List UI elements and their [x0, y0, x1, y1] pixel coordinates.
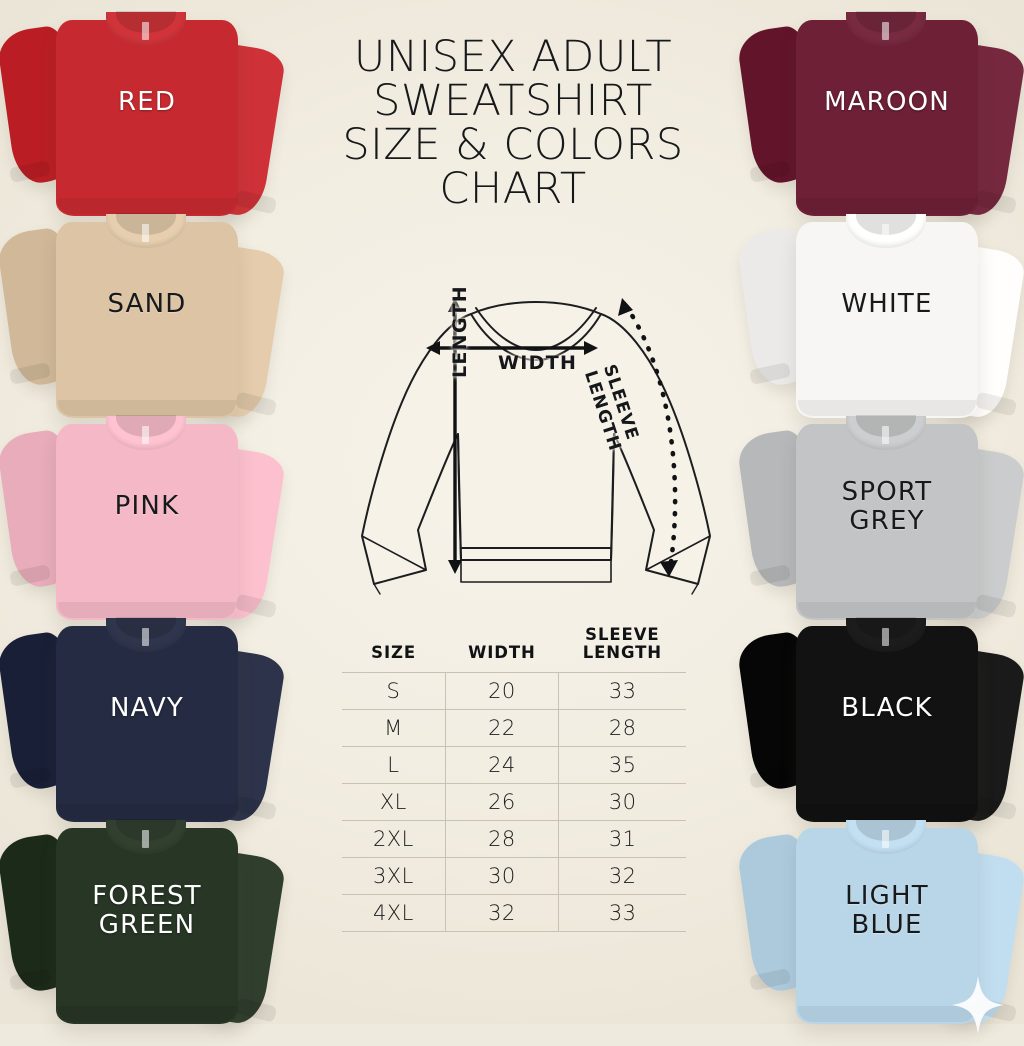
hem — [798, 198, 976, 214]
brand-tag — [882, 426, 889, 444]
hem — [798, 804, 976, 820]
table-cell-size: M — [342, 708, 446, 747]
color-name-label: LIGHT BLUE — [845, 881, 929, 941]
sleeve-length-arrow — [618, 298, 678, 577]
garment-body — [796, 424, 978, 620]
table-cell-width: 32 — [445, 893, 560, 932]
table-cell-size: XL — [342, 782, 446, 821]
table-row: S 20 33 — [342, 671, 686, 710]
table-cell-size: 4XL — [342, 893, 446, 932]
color-name-label: PINK — [114, 491, 180, 521]
table-row: XL 26 30 — [342, 782, 686, 821]
brand-tag — [142, 22, 149, 40]
brand-tag — [882, 628, 889, 646]
color-name-label: MAROON — [824, 87, 950, 117]
hem — [798, 602, 976, 618]
table-cell-width: 24 — [445, 745, 560, 784]
table-cell-sleeve-length: 31 — [558, 819, 686, 858]
garment-body — [796, 20, 978, 216]
garment-body — [796, 626, 978, 822]
table-cell-width: 28 — [445, 819, 560, 858]
color-swatch-black[interactable]: BLACK — [734, 608, 1024, 844]
hem — [58, 804, 236, 820]
color-swatch-white[interactable]: WHITE — [734, 204, 1024, 440]
garment-body — [796, 222, 978, 418]
garment-body — [56, 424, 238, 620]
color-name-label: WHITE — [841, 289, 933, 319]
color-swatch-sport-grey[interactable]: SPORT GREY — [734, 406, 1024, 642]
width-arrow — [426, 341, 598, 355]
hem — [798, 400, 976, 416]
table-cell-sleeve-length: 32 — [558, 856, 686, 895]
color-name-label: RED — [117, 87, 177, 117]
table-cell-sleeve-length: 33 — [558, 893, 686, 932]
color-swatch-forest-green[interactable]: FOREST GREEN — [0, 810, 290, 1046]
garment-body — [56, 626, 238, 822]
table-row: 2XL 28 31 — [342, 819, 686, 858]
brand-tag — [882, 22, 889, 40]
brand-tag — [142, 628, 149, 646]
table-row: L 24 35 — [342, 745, 686, 784]
brand-tag — [142, 224, 149, 242]
table-row: M 22 28 — [342, 708, 686, 747]
color-name-label: BLACK — [841, 693, 933, 723]
table-body: S 20 33 M 22 28 L 24 35 XL 26 30 2XL 28 31 3XL 30 32 4XL 32… — [342, 671, 686, 932]
color-swatch-red[interactable]: RED — [0, 2, 290, 238]
table-header-row: SIZE WIDTH SLEEVE LENGTH — [342, 622, 686, 672]
table-cell-sleeve-length: 30 — [558, 782, 686, 821]
table-cell-sleeve-length: 35 — [558, 745, 686, 784]
width-label: WIDTH — [498, 352, 578, 374]
length-arrow — [448, 298, 462, 574]
color-name-label: FOREST GREEN — [92, 881, 202, 941]
page-title: UNISEX ADULT SWEATSHIRT SIZE & COLORS CHART — [288, 32, 738, 214]
sparkle-icon — [952, 976, 1004, 1034]
color-name-label: NAVY — [109, 693, 185, 723]
page-title-line-1: UNISEX ADULT — [353, 32, 673, 82]
garment-body — [56, 222, 238, 418]
hem — [58, 602, 236, 618]
table-cell-sleeve-length: 28 — [558, 708, 686, 747]
sweatshirt-line-art-icon — [361, 298, 711, 595]
color-swatch-maroon[interactable]: MAROON — [734, 2, 1024, 238]
table-cell-width: 22 — [445, 708, 560, 747]
page-title-line-2: SWEATSHIRT — [373, 75, 653, 126]
color-swatch-navy[interactable]: NAVY — [0, 608, 290, 844]
garment-body — [796, 828, 978, 1024]
brand-tag — [142, 426, 149, 444]
table-cell-size: 2XL — [342, 819, 446, 858]
hem — [798, 1006, 976, 1022]
hem — [58, 198, 236, 214]
hem — [58, 400, 236, 416]
hem — [58, 1006, 236, 1022]
garment-body — [56, 20, 238, 216]
table-cell-sleeve-length: 33 — [558, 671, 686, 710]
garment-body — [56, 828, 238, 1024]
table-header-sleeve-length: SLEEVE LENGTH — [582, 625, 662, 663]
color-name-label: SAND — [107, 289, 187, 319]
sweatshirt-measurement-diagram: WIDTH LENGTH SLEEVE LENGTH — [330, 268, 742, 598]
table-header-size: SIZE — [371, 643, 417, 663]
table-cell-width: 20 — [445, 671, 560, 710]
color-name-label: SPORT GREY — [841, 477, 933, 537]
length-label: LENGTH — [449, 285, 471, 378]
table-cell-width: 26 — [445, 782, 560, 821]
table-cell-width: 30 — [445, 856, 560, 895]
table-row: 3XL 30 32 — [342, 856, 686, 895]
size-table: SIZE WIDTH SLEEVE LENGTH S 20 33 M 22 28 L 24 35 XL 2… — [342, 622, 686, 932]
table-row: 4XL 32 33 — [342, 893, 686, 932]
table-header-width: WIDTH — [468, 643, 536, 663]
color-swatch-sand[interactable]: SAND — [0, 204, 290, 440]
color-swatch-light-blue[interactable]: LIGHT BLUE — [734, 810, 1024, 1046]
table-cell-size: S — [342, 671, 446, 710]
brand-tag — [882, 830, 889, 848]
brand-tag — [882, 224, 889, 242]
table-cell-size: 3XL — [342, 856, 446, 895]
page-title-line-3: SIZE & COLORS — [342, 119, 684, 170]
color-swatch-pink[interactable]: PINK — [0, 406, 290, 642]
page-title-line-4: CHART — [439, 163, 587, 214]
table-cell-size: L — [342, 745, 446, 784]
brand-tag — [142, 830, 149, 848]
